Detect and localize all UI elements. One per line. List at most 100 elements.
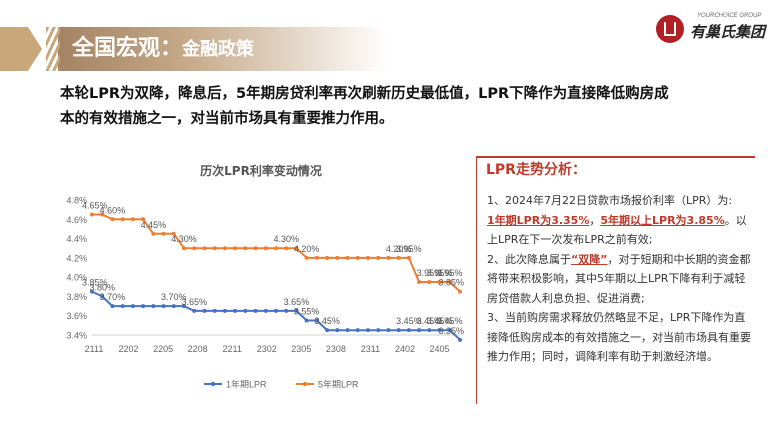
data-point-5yr: [263, 246, 268, 251]
data-point-1yr: [171, 304, 176, 309]
data-point-1yr: [366, 328, 370, 333]
data-point-1yr: [406, 328, 411, 333]
data-point-5yr: [130, 217, 135, 222]
data-point-5yr: [90, 212, 94, 217]
data-point-5yr: [202, 246, 207, 251]
x-tick-label: 2205: [153, 344, 173, 354]
data-point-1yr: [294, 308, 299, 313]
data-point-1yr: [161, 304, 166, 309]
point-1-prefix: 1、2024年7月22日贷款市场报价利率（LPR）为:: [487, 194, 733, 207]
data-label-1yr: 3.45%: [396, 316, 422, 326]
data-label-5yr: 4.65%: [82, 200, 108, 210]
y-tick-label: 4.0%: [66, 273, 87, 283]
analysis-body: 1、2024年7月22日贷款市场报价利率（LPR）为: 1年期LPR为3.35%…: [487, 191, 755, 367]
data-point-5yr: [335, 255, 340, 260]
data-point-5yr: [304, 255, 309, 260]
data-label-5yr: 4.60%: [100, 205, 126, 215]
point-2-suffix: ，对于短期和中长期的资金都将带来积极影响，其中5年期以上LPR下降有利于减轻房贷…: [487, 252, 751, 305]
y-tick-label: 4.2%: [66, 253, 87, 263]
data-label-1yr: 3.55%: [294, 307, 320, 317]
analysis-panel: LPR走势分析： 1、2024年7月22日贷款市场报价利率（LPR）为: 1年期…: [475, 156, 756, 404]
data-point-1yr: [335, 328, 340, 333]
data-point-5yr: [243, 246, 248, 251]
data-point-1yr: [314, 318, 319, 323]
rate-separator: ，: [589, 213, 601, 227]
x-tick-label: 2405: [430, 344, 450, 354]
x-tick-label: 2111: [85, 344, 104, 354]
data-label-1yr: 3.70%: [100, 292, 126, 302]
data-label-5yr: 4.30%: [273, 234, 299, 244]
data-point-5yr: [376, 255, 381, 260]
y-tick-label: 4.4%: [66, 234, 87, 244]
data-point-5yr: [458, 289, 462, 294]
data-label-5yr: 4.20%: [386, 244, 412, 254]
data-point-1yr: [90, 289, 94, 294]
data-label-5yr: 4.20%: [294, 244, 320, 254]
data-label-1yr: 3.45%: [437, 316, 463, 326]
x-tick-label: 2302: [257, 344, 277, 354]
header-accent-arrow: [28, 27, 42, 71]
x-tick-label: 2305: [291, 344, 311, 354]
data-label-5yr: 3.85%: [438, 278, 464, 288]
data-point-5yr: [110, 217, 115, 222]
data-point-1yr: [212, 308, 217, 313]
double-cut-highlight: “双降”: [571, 252, 608, 266]
x-tick-label: 2308: [326, 344, 346, 354]
data-point-5yr: [427, 279, 432, 284]
data-point-1yr: [284, 308, 289, 313]
data-point-1yr: [100, 294, 105, 299]
data-point-5yr: [171, 231, 176, 236]
page-title-main: 全国宏观：: [72, 36, 183, 61]
data-point-1yr: [274, 308, 278, 313]
data-point-5yr: [274, 246, 278, 251]
data-point-5yr: [396, 255, 401, 260]
rate-1yr: 1年期LPR为3.35%: [487, 213, 590, 227]
data-point-1yr: [386, 328, 391, 333]
data-point-1yr: [141, 304, 146, 309]
data-point-5yr: [294, 246, 299, 251]
data-point-1yr: [345, 328, 350, 333]
data-point-1yr: [243, 308, 248, 313]
data-point-1yr: [458, 337, 462, 342]
lpr-chart: 历次LPR利率变动情况 3.4% 3.6% 3.8% 4.0% 4.2% 4.4% 4.6%…: [54, 154, 468, 402]
x-tick-label: 2211: [223, 344, 242, 354]
data-point-5yr: [284, 246, 289, 251]
legend-label-1yr: 1年期LPR: [226, 379, 267, 390]
y-tick-label: 4.8%: [66, 196, 87, 206]
data-point-5yr: [192, 246, 197, 251]
logo-chinese-text: 有巢氏集团: [690, 23, 766, 41]
analysis-point-2: 2、此次降息属于“双降”，对于短期和中长期的资金都将带来积极影响，其中5年期以上…: [487, 250, 755, 309]
x-tick-label: 2208: [188, 344, 208, 354]
x-tick-label: 2311: [361, 344, 380, 354]
data-point-1yr: [304, 318, 309, 323]
data-point-1yr: [130, 304, 135, 309]
title-banner: [58, 27, 388, 71]
lpr-chart-svg: 3.4% 3.6% 3.8% 4.0% 4.2% 4.4% 4.6% 4.8% 2111 2202…: [66, 196, 464, 390]
data-label-5yr: 3.95%: [396, 244, 422, 254]
intro-statement: 本轮LPR为双降，降息后，5年期房贷利率再次刷新历史最低值，LPR下降作为直接降…: [60, 82, 760, 132]
data-label-1yr: 3.80%: [89, 282, 115, 292]
data-point-5yr: [212, 246, 217, 251]
data-point-5yr: [406, 255, 411, 260]
rate-5yr: 5年期以上LPR为3.85%: [600, 213, 725, 227]
data-point-1yr: [192, 308, 197, 313]
data-point-5yr: [141, 217, 146, 222]
data-label-5yr: 4.30%: [171, 234, 197, 244]
data-point-5yr: [233, 246, 238, 251]
data-label-5yr: 3.95%: [427, 268, 453, 278]
legend-marker-5yr: [302, 381, 308, 387]
data-label-1yr: 3.45%: [314, 316, 340, 326]
data-point-1yr: [427, 328, 432, 333]
data-point-5yr: [325, 255, 330, 260]
x-tick-label: 2402: [395, 344, 415, 354]
data-point-1yr: [437, 328, 442, 333]
data-point-1yr: [253, 308, 258, 313]
y-tick-label: 3.8%: [66, 292, 87, 302]
logo-glyph: [664, 22, 676, 36]
data-point-5yr: [314, 255, 319, 260]
y-tick-label: 3.4%: [66, 331, 87, 341]
data-point-5yr: [345, 255, 350, 260]
data-label-1yr: 3.65%: [284, 297, 310, 307]
data-label-1yr: 3.45%: [417, 316, 443, 326]
data-point-5yr: [447, 279, 452, 284]
